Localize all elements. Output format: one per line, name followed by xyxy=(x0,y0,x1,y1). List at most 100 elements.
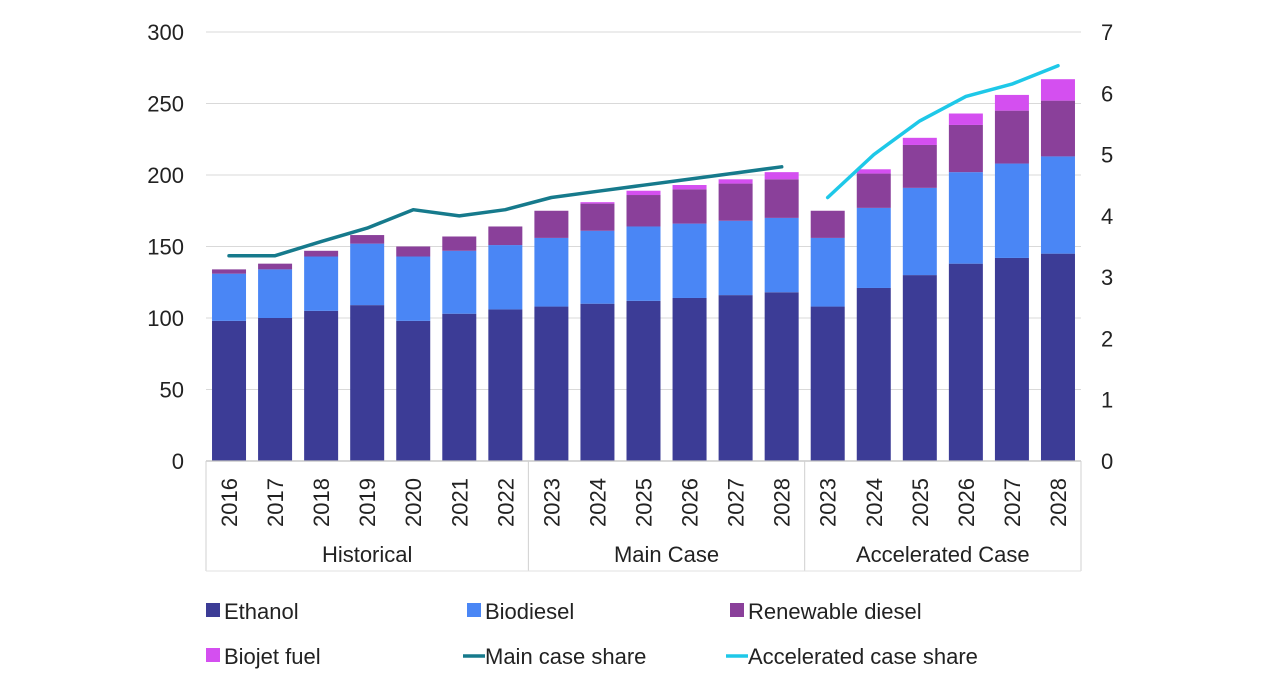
bar-segment-ethanol xyxy=(488,309,523,461)
axes: 0 50 100 150 200 250 300 0 1 2 3 4 5 6 7 xyxy=(147,20,1113,474)
bar-segment-renewable-diesel xyxy=(718,183,753,221)
bar-segment-renewable-diesel xyxy=(902,144,937,188)
legend-swatch xyxy=(730,603,744,617)
bar-segment-biodiesel xyxy=(212,273,247,321)
bar-segment-biojet-fuel xyxy=(764,172,799,180)
x-tick-label: 2019 xyxy=(355,478,380,527)
bar-segment-renewable-diesel xyxy=(994,110,1029,164)
x-tick-label: 2028 xyxy=(1046,478,1071,527)
bar-segment-ethanol xyxy=(856,287,891,461)
x-tick-label: 2023 xyxy=(816,478,841,527)
y-right-tick-label: 2 xyxy=(1101,326,1113,351)
bar-segment-renewable-diesel xyxy=(488,226,523,246)
y-right-tick-label: 3 xyxy=(1101,265,1113,290)
bar-segment-biojet-fuel xyxy=(580,202,615,204)
y-right-tick-label: 0 xyxy=(1101,449,1113,474)
bar-segment-renewable-diesel xyxy=(1040,100,1075,157)
legend-label: Main case share xyxy=(485,644,646,669)
legend-swatch xyxy=(467,603,481,617)
y-right-tick-label: 5 xyxy=(1101,143,1113,168)
y-right-tick-label: 4 xyxy=(1101,204,1113,229)
bar-segment-renewable-diesel xyxy=(810,210,845,238)
legend-swatch xyxy=(206,648,220,662)
bar-segment-biojet-fuel xyxy=(902,137,937,145)
legend-label: Renewable diesel xyxy=(748,599,922,624)
bar-segment-renewable-diesel xyxy=(534,210,569,238)
bar-segment-renewable-diesel xyxy=(672,189,707,224)
legend: Ethanol Biodiesel Renewable diesel Biojet f… xyxy=(206,599,978,669)
bar-segment-ethanol xyxy=(350,305,385,461)
bar-segment-ethanol xyxy=(718,295,753,461)
x-tick-label: 2024 xyxy=(862,478,887,527)
x-tick-label: 2026 xyxy=(678,478,703,527)
bar-segment-ethanol xyxy=(626,300,661,461)
y-left-tick-label: 250 xyxy=(147,92,184,117)
bar-segment-biojet-fuel xyxy=(856,169,891,174)
y-right-tick-label: 7 xyxy=(1101,20,1113,45)
legend-label: Biojet fuel xyxy=(224,644,321,669)
bar-segment-biodiesel xyxy=(442,250,477,314)
bar-segment-renewable-diesel xyxy=(258,263,293,270)
bar-segment-biojet-fuel xyxy=(948,113,983,125)
y-right-tick-label: 6 xyxy=(1101,81,1113,106)
bar-segment-biodiesel xyxy=(948,172,983,264)
bar-segment-renewable-diesel xyxy=(948,124,983,173)
bar-segment-renewable-diesel xyxy=(396,246,431,257)
bar-segment-ethanol xyxy=(764,292,799,461)
legend-swatch xyxy=(206,603,220,617)
x-tick-label: 2024 xyxy=(585,478,610,527)
x-tick-label: 2022 xyxy=(493,478,518,527)
line-main-case-share xyxy=(227,165,784,258)
bar-segment-ethanol xyxy=(672,297,707,461)
bar-segment-ethanol xyxy=(212,320,247,461)
line-accelerated-case-share xyxy=(825,63,1060,200)
bar-segment-renewable-diesel xyxy=(442,236,477,251)
bar-segment-renewable-diesel xyxy=(350,235,385,244)
bar-segment-biojet-fuel xyxy=(626,190,661,196)
legend-label: Accelerated case share xyxy=(748,644,978,669)
bar-segment-biodiesel xyxy=(994,163,1029,258)
bar-segment-renewable-diesel xyxy=(626,195,661,227)
bar-segment-biodiesel xyxy=(488,245,523,310)
bar-segment-biodiesel xyxy=(304,256,339,311)
bar-segment-biodiesel xyxy=(534,237,569,307)
share-lines xyxy=(227,63,1060,258)
bar-segment-biojet-fuel xyxy=(1040,79,1075,101)
bar-segment-renewable-diesel xyxy=(764,179,799,218)
x-tick-label: 2025 xyxy=(908,478,933,527)
bar-segment-ethanol xyxy=(534,306,569,461)
bar-segment-renewable-diesel xyxy=(856,173,891,208)
bar-segment-renewable-diesel xyxy=(212,269,247,274)
x-axis-labels: 2016 2017 2018 2019 2020 2021 2022 2023 2024 2025… xyxy=(217,478,1071,527)
bar-segment-biodiesel xyxy=(718,220,753,296)
y-left-tick-label: 150 xyxy=(147,235,184,260)
y-left-tick-label: 0 xyxy=(172,449,184,474)
bar-segment-biodiesel xyxy=(810,237,845,307)
bar-segment-biodiesel xyxy=(350,243,385,306)
x-tick-label: 2026 xyxy=(954,478,979,527)
bar-segment-ethanol xyxy=(902,275,937,461)
category-groups: Historical Main Case Accelerated Case xyxy=(205,461,1082,572)
bar-segment-ethanol xyxy=(304,310,339,461)
x-tick-label: 2017 xyxy=(263,478,288,527)
x-tick-label: 2021 xyxy=(447,478,472,527)
bar-segment-ethanol xyxy=(810,306,845,461)
x-tick-label: 2027 xyxy=(724,478,749,527)
bar-segment-biodiesel xyxy=(902,187,937,276)
bar-segment-biodiesel xyxy=(1040,156,1075,254)
bars xyxy=(212,79,1075,461)
bar-segment-ethanol xyxy=(580,303,615,461)
bar-segment-biodiesel xyxy=(580,230,615,304)
group-label: Historical xyxy=(322,542,412,567)
bar-segment-ethanol xyxy=(442,313,477,461)
x-tick-label: 2028 xyxy=(770,478,795,527)
group-label: Main Case xyxy=(614,542,719,567)
bar-segment-ethanol xyxy=(948,263,983,461)
legend-label: Ethanol xyxy=(224,599,299,624)
bar-segment-ethanol xyxy=(994,257,1029,461)
x-tick-label: 2016 xyxy=(217,478,242,527)
y-left-tick-label: 100 xyxy=(147,306,184,331)
x-tick-label: 2025 xyxy=(632,478,657,527)
bar-segment-ethanol xyxy=(1040,253,1075,461)
